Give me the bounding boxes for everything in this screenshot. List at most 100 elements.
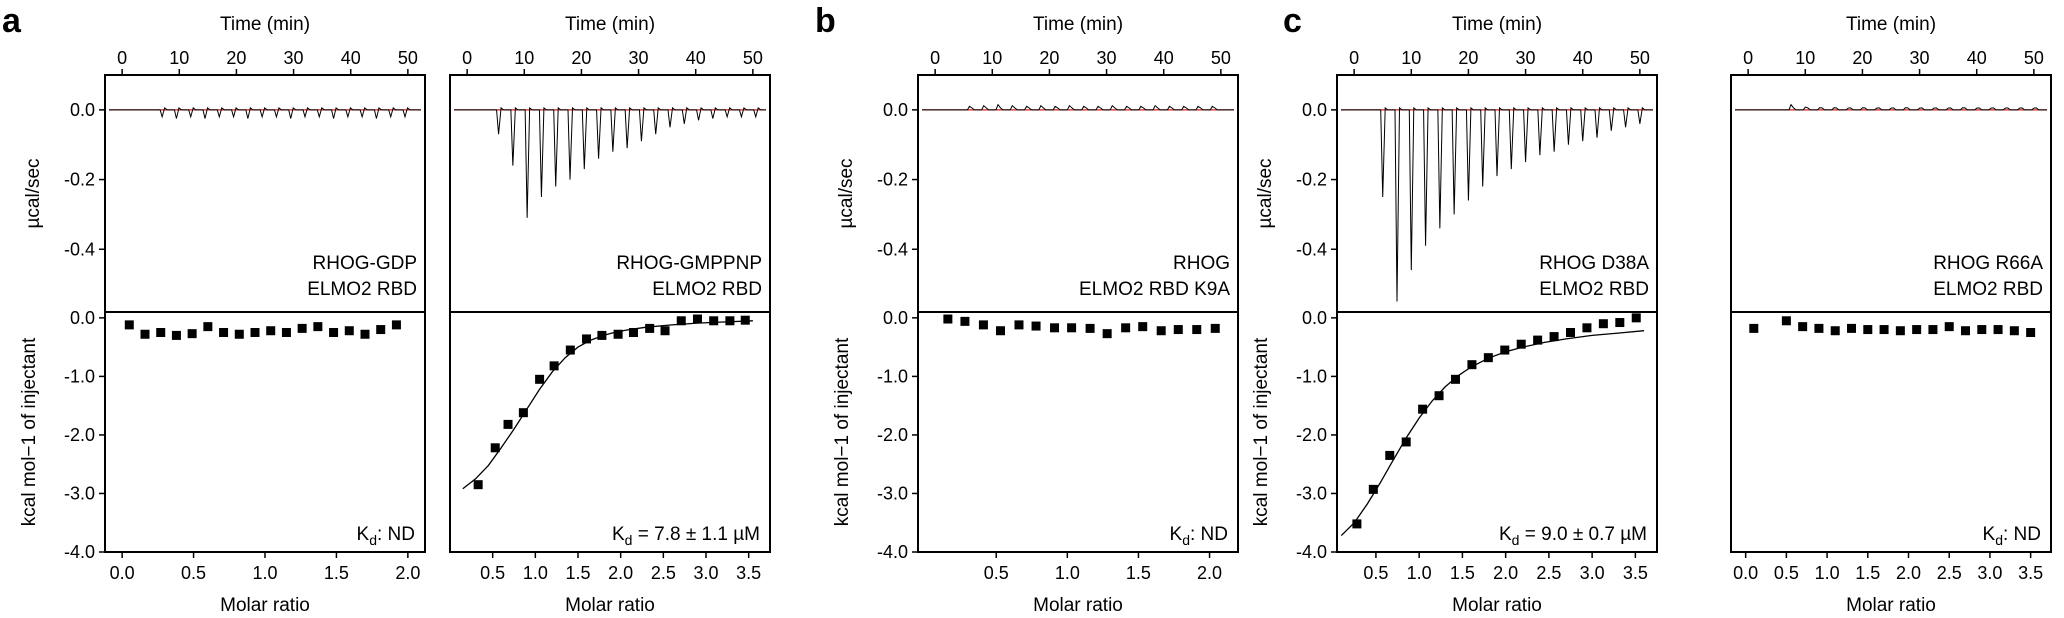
- time-tick-label: 50: [743, 48, 763, 68]
- time-tick-label: 50: [2024, 48, 2044, 68]
- time-tick-label: 50: [1211, 48, 1231, 68]
- data-point: [203, 322, 213, 332]
- chart-panels: Time (min) 0 10 20 30 40 50 µcal/sec 0.0 -0.2 -0.4…: [19, 14, 2052, 616]
- isotherm-frame: [104, 311, 426, 553]
- ratio-tick-label: 1.0: [523, 563, 548, 583]
- sample-label: RHOG: [1173, 253, 1230, 274]
- data-point: [1050, 323, 1060, 333]
- sample-label: RHOG R66A: [1933, 253, 2043, 274]
- data-point: [1993, 325, 2003, 335]
- ratio-tick-label: 3.5: [1623, 563, 1648, 583]
- thermogram-frame: [1730, 74, 2052, 313]
- enthalpy-axis-label: kcal mol−1 of injectant: [832, 337, 853, 526]
- data-point: [1533, 335, 1543, 345]
- ratio-tick-label: 1.0: [252, 563, 277, 583]
- data-point: [1385, 450, 1395, 460]
- data-point: [1582, 323, 1592, 333]
- enthalpy-tick-label: -4.0: [1296, 542, 1327, 562]
- power-tick-label: -0.2: [64, 170, 95, 190]
- power-tick-label: 0.0: [883, 100, 908, 120]
- ratio-tick-label: 0.0: [110, 563, 135, 583]
- time-tick-label: 30: [629, 48, 649, 68]
- ratio-tick-label: 0.5: [984, 563, 1009, 583]
- data-point: [1401, 437, 1411, 447]
- data-point: [1879, 325, 1889, 335]
- sample-label: RHOG-GDP: [313, 253, 418, 274]
- time-tick-label: 10: [1401, 48, 1421, 68]
- enthalpy-tick-label: 0.0: [70, 308, 95, 328]
- time-tick-label: 0: [930, 48, 940, 68]
- thermogram-trace: [1735, 103, 2047, 111]
- time-tick-label: 30: [284, 48, 304, 68]
- isotherm-frame: [1730, 311, 2052, 553]
- data-point: [1598, 319, 1608, 329]
- data-point: [490, 443, 500, 453]
- power-tick-label: -0.4: [64, 239, 95, 259]
- data-point: [709, 316, 719, 326]
- enthalpy-tick-label: -4.0: [64, 542, 95, 562]
- data-point: [2026, 327, 2036, 337]
- panel-letter-a: a: [2, 2, 22, 40]
- kd-separator: :: [1190, 524, 1201, 545]
- data-point: [503, 419, 513, 429]
- sample-label: ELMO2 RBD: [1539, 279, 1649, 300]
- ratio-tick-label: 2.0: [1493, 563, 1518, 583]
- ratio-tick-label: 0.5: [480, 563, 505, 583]
- data-point: [1977, 325, 1987, 335]
- power-tick-label: -0.2: [1296, 170, 1327, 190]
- time-tick-label: 50: [398, 48, 418, 68]
- chart-panel-4: Time (min) 0 10 20 30 40 50 µcal/sec 0.0 -0.2 -0.4…: [1251, 14, 1658, 616]
- kd-value: ND: [2014, 524, 2041, 545]
- data-point: [1121, 323, 1131, 333]
- sample-label: RHOG D38A: [1539, 253, 1649, 274]
- power-tick-label: -0.4: [1296, 239, 1327, 259]
- ratio-tick-label: 2.0: [1896, 563, 1921, 583]
- time-tick-label: 30: [1097, 48, 1117, 68]
- data-point: [1031, 321, 1041, 331]
- kd-label: Kd = 9.0 ± 0.7 µM: [1499, 524, 1647, 548]
- isotherm-frame: [1336, 311, 1658, 553]
- data-point: [582, 334, 592, 344]
- ratio-tick-label: 0.0: [1733, 563, 1758, 583]
- data-point: [2009, 326, 2019, 336]
- time-axis-label: Time (min): [1846, 14, 1936, 35]
- power-axis-label: µcal/sec: [836, 158, 857, 228]
- power-axis-label: µcal/sec: [23, 158, 44, 228]
- data-point: [1798, 322, 1808, 332]
- data-point: [978, 320, 988, 330]
- data-point: [1781, 316, 1791, 326]
- sample-label: RHOG-GMPPNP: [616, 253, 762, 274]
- molar-ratio-axis-label: Molar ratio: [565, 595, 655, 616]
- time-tick-label: 0: [1743, 48, 1753, 68]
- ratio-tick-label: 1.5: [1126, 563, 1151, 583]
- kd-subscript: d: [1512, 532, 1520, 548]
- molar-ratio-axis-label: Molar ratio: [220, 595, 310, 616]
- time-tick-label: 20: [1039, 48, 1059, 68]
- data-point: [1210, 323, 1220, 333]
- panel-letter-b: b: [815, 2, 836, 40]
- data-point: [1352, 519, 1362, 529]
- kd-value: = 9.0 ± 0.7 µM: [1525, 524, 1647, 545]
- thermogram-trace: [454, 106, 766, 218]
- power-tick-label: -0.2: [877, 170, 908, 190]
- time-tick-label: 50: [1630, 48, 1650, 68]
- data-point: [1192, 325, 1202, 335]
- data-point: [613, 329, 623, 339]
- data-point: [1961, 326, 1971, 336]
- data-point: [250, 327, 260, 337]
- kd-symbol: K: [357, 524, 370, 545]
- kd-separator: :: [377, 524, 388, 545]
- data-point: [1138, 322, 1148, 332]
- enthalpy-tick-label: -2.0: [64, 425, 95, 445]
- ratio-tick-label: 2.0: [395, 563, 420, 583]
- kd-separator: :: [2003, 524, 2014, 545]
- data-point: [219, 327, 229, 337]
- kd-label: Kd: ND: [357, 524, 416, 548]
- data-point: [1749, 323, 1759, 333]
- kd-symbol: K: [1170, 524, 1183, 545]
- kd-subscript: d: [1995, 532, 2003, 548]
- data-point: [943, 314, 953, 324]
- data-point: [1549, 332, 1559, 342]
- kd-label: Kd = 7.8 ± 1.1 µM: [612, 524, 760, 548]
- ratio-tick-label: 1.0: [1055, 563, 1080, 583]
